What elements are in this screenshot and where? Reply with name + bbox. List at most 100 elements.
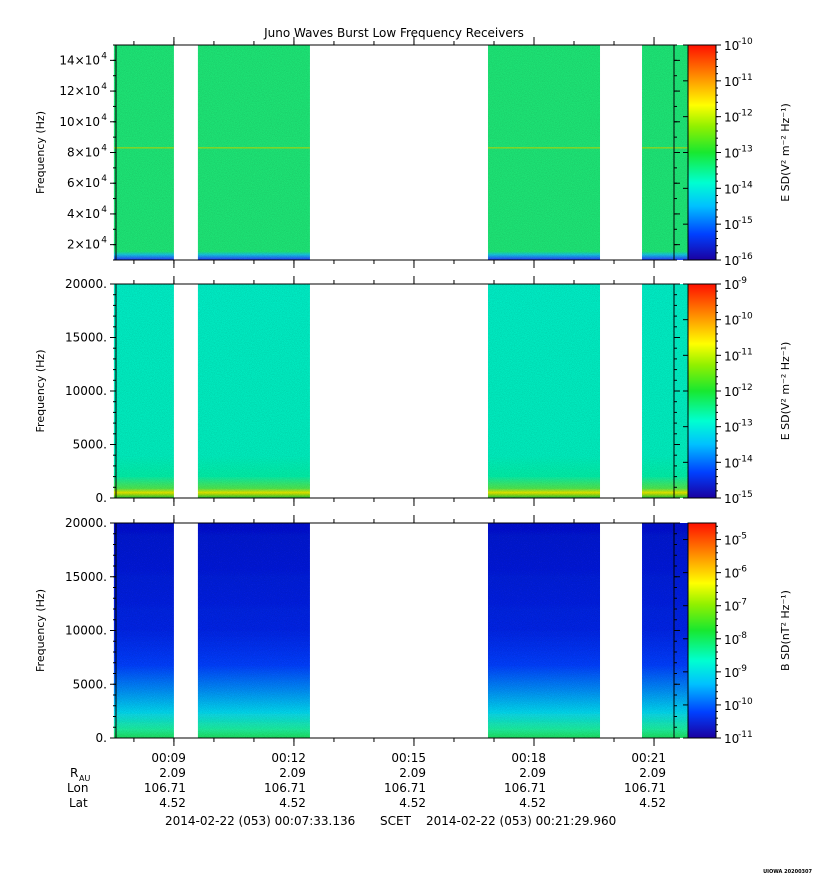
colorbar-tick-exponent: -10 bbox=[738, 37, 753, 47]
colorbar-tick-exponent: -14 bbox=[738, 180, 753, 190]
colorbar bbox=[687, 283, 717, 499]
ephem-lat-value: 4.52 bbox=[159, 796, 186, 810]
time-range-start: 2014-02-22 (053) 00:07:33.136 bbox=[165, 814, 355, 828]
colorbar-tick-exponent: -12 bbox=[738, 383, 753, 393]
y-tick-label: 5000. bbox=[73, 438, 107, 452]
colorbar-label: B SD(nT² Hz⁻¹) bbox=[779, 590, 792, 671]
colorbar-tick-label: 10 bbox=[724, 666, 739, 680]
ephem-r-value: 2.09 bbox=[519, 766, 546, 780]
ephem-lon-value: 106.71 bbox=[384, 781, 426, 795]
colorbar-tick-label: 10 bbox=[724, 699, 739, 713]
colorbar-tick-label: 10 bbox=[724, 182, 739, 196]
y-tick-label: 10000. bbox=[65, 384, 107, 398]
spectrogram-panel-2: 0. 5000. 10000. 15000. 20000. Frequency (Hz) 1… bbox=[34, 276, 792, 506]
ephem-lon-value: 106.71 bbox=[624, 781, 666, 795]
colorbar-tick-exponent: -10 bbox=[738, 697, 753, 707]
y-tick-label-exponent: 4 bbox=[101, 144, 107, 154]
colorbar-label: E SD(V² m⁻² Hz⁻¹) bbox=[779, 342, 792, 441]
colorbar bbox=[687, 522, 717, 739]
spectrogram-panel-1: 2×10 44×10 46×10 48×10 410×10 412×10 414×10 4Fr… bbox=[34, 37, 792, 268]
colorbar-tick-exponent: -13 bbox=[738, 419, 753, 429]
colorbar-tick-label: 10 bbox=[724, 534, 739, 548]
footer-stamp: UIOWA 20200307 bbox=[763, 869, 812, 875]
ephem-lat-label: Lat bbox=[69, 796, 88, 810]
ephem-r-value: 2.09 bbox=[399, 766, 426, 780]
ephem-lat-value: 4.52 bbox=[639, 796, 666, 810]
x-tick-label: 00:09 bbox=[151, 751, 186, 765]
colorbar-tick-label: 10 bbox=[724, 732, 739, 746]
time-system: SCET bbox=[380, 814, 412, 828]
ephem-lat-value: 4.52 bbox=[519, 796, 546, 810]
y-tick-label: 12×10 bbox=[59, 84, 100, 98]
colorbar-tick-label: 10 bbox=[724, 633, 739, 647]
spectrogram-block bbox=[197, 284, 310, 498]
colorbar-tick-exponent: -16 bbox=[738, 252, 753, 262]
y-axis-label: Frequency (Hz) bbox=[34, 589, 47, 672]
y-axis-label: Frequency (Hz) bbox=[34, 111, 47, 194]
colorbar-tick-exponent: -11 bbox=[738, 347, 753, 357]
colorbar-tick-label: 10 bbox=[724, 75, 739, 89]
y-tick-label-exponent: 4 bbox=[101, 113, 107, 123]
colorbar-tick-exponent: -5 bbox=[738, 532, 747, 542]
colorbar-tick-label: 10 bbox=[724, 314, 739, 328]
y-tick-label-exponent: 4 bbox=[101, 51, 107, 61]
spectrogram-block bbox=[113, 45, 174, 260]
ephem-lat-value: 4.52 bbox=[399, 796, 426, 810]
colorbar-tick-exponent: -8 bbox=[738, 631, 747, 641]
colorbar-tick-exponent: -12 bbox=[738, 109, 753, 119]
ephem-r-value: 2.09 bbox=[279, 766, 306, 780]
colorbar-tick-label: 10 bbox=[724, 147, 739, 161]
y-tick-label: 8×10 bbox=[67, 146, 100, 160]
y-tick-label: 5000. bbox=[73, 677, 107, 691]
colorbar-tick-exponent: -10 bbox=[738, 312, 753, 322]
colorbar-tick-label: 10 bbox=[724, 600, 739, 614]
colorbar-tick-label: 10 bbox=[724, 421, 739, 435]
spectrogram-block bbox=[487, 523, 601, 738]
x-tick-label: 00:18 bbox=[511, 751, 546, 765]
spectrogram-block bbox=[113, 284, 174, 498]
spectrogram-block bbox=[113, 523, 174, 738]
x-tick-label: 00:21 bbox=[631, 751, 666, 765]
ephem-r-value: 2.09 bbox=[639, 766, 666, 780]
ephem-lon-value: 106.71 bbox=[144, 781, 186, 795]
y-tick-label: 15000. bbox=[65, 570, 107, 584]
ephem-lat-value: 4.52 bbox=[279, 796, 306, 810]
colorbar bbox=[687, 44, 717, 261]
colorbar-tick-label: 10 bbox=[724, 218, 739, 232]
ephem-lon-value: 106.71 bbox=[504, 781, 546, 795]
time-range-end: 2014-02-22 (053) 00:21:29.960 bbox=[426, 814, 616, 828]
y-tick-label: 15000. bbox=[65, 331, 107, 345]
colorbar-tick-exponent: -9 bbox=[738, 276, 747, 286]
colorbar-tick-label: 10 bbox=[724, 278, 739, 292]
colorbar-tick-label: 10 bbox=[724, 456, 739, 470]
y-tick-label: 10000. bbox=[65, 624, 107, 638]
colorbar-tick-exponent: -11 bbox=[738, 730, 753, 740]
colorbar-tick-exponent: -7 bbox=[738, 598, 747, 608]
y-tick-label: 0. bbox=[96, 731, 107, 745]
ephem-r-value: 2.09 bbox=[159, 766, 186, 780]
colorbar-tick-exponent: -15 bbox=[738, 216, 753, 226]
colorbar-tick-exponent: -11 bbox=[738, 73, 753, 83]
y-tick-label-exponent: 4 bbox=[101, 205, 107, 215]
ephem-r-label: R bbox=[70, 766, 78, 780]
y-tick-label: 20000. bbox=[65, 516, 107, 530]
spectrogram-block bbox=[642, 523, 697, 738]
ephem-lon-label: Lon bbox=[67, 781, 88, 795]
colorbar-tick-label: 10 bbox=[724, 492, 739, 506]
x-tick-label: 00:12 bbox=[271, 751, 306, 765]
y-tick-label-exponent: 4 bbox=[101, 236, 107, 246]
y-tick-label-exponent: 4 bbox=[101, 82, 107, 92]
y-tick-label: 4×10 bbox=[67, 207, 100, 221]
colorbar-label: E SD(V² m⁻² Hz⁻¹) bbox=[779, 103, 792, 202]
colorbar-tick-exponent: -15 bbox=[738, 490, 753, 500]
colorbar-tick-label: 10 bbox=[724, 39, 739, 53]
y-tick-label: 14×10 bbox=[59, 53, 100, 67]
colorbar-tick-exponent: -6 bbox=[738, 565, 747, 575]
colorbar-tick-label: 10 bbox=[724, 254, 739, 268]
chart-title: Juno Waves Burst Low Frequency Receivers bbox=[263, 26, 524, 40]
spectrogram-block bbox=[487, 45, 601, 260]
y-tick-label: 10×10 bbox=[59, 115, 100, 129]
y-tick-label: 0. bbox=[96, 491, 107, 505]
y-tick-label: 6×10 bbox=[67, 176, 100, 190]
